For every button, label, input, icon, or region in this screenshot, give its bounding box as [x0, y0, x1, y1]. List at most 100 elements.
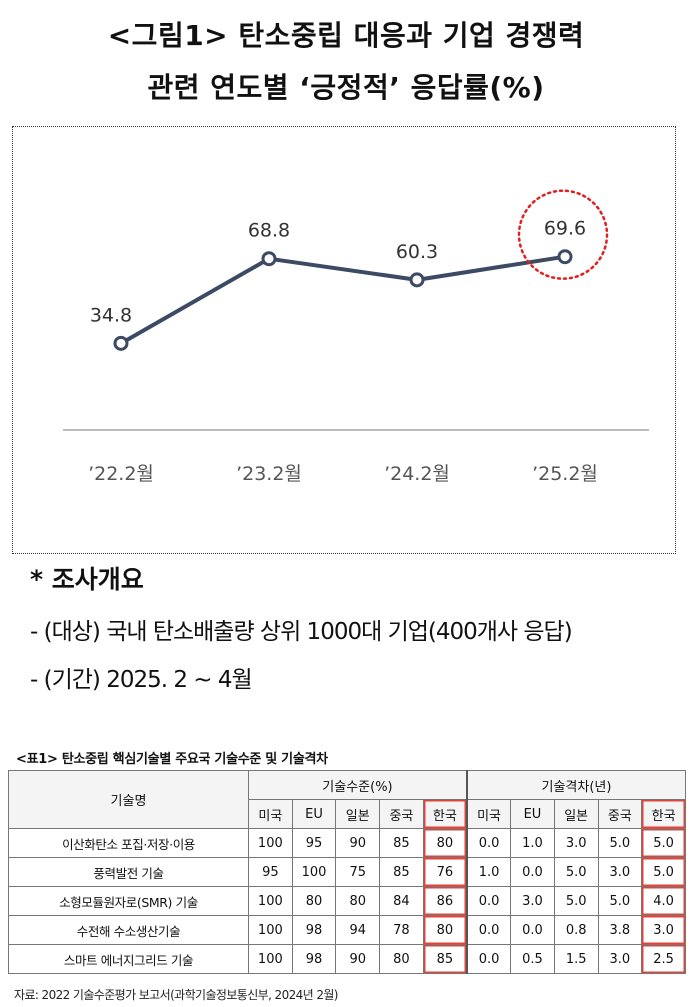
chart-x-tick-label: ’25.2월: [532, 463, 598, 485]
table-row: 스마트 에너지그리드 기술 100 98 90 80 85 0.0 0.5 1.…: [8, 944, 686, 974]
table-cell-gap: 0.0: [465, 915, 512, 945]
source-note: 자료: 2022 기술수준평가 보고서(과학기술정보통신부, 2024년 2월): [14, 988, 338, 1002]
table-cell-level: 78: [379, 915, 424, 945]
column-header-gap-cn: 중국: [597, 799, 643, 829]
table-cell-level: 100: [248, 886, 293, 916]
table-cell-level: 100: [248, 828, 293, 858]
table-cell-level: 85: [379, 857, 424, 887]
column-header-gap-kr: 한국: [641, 799, 686, 829]
figure-title-line1: <그림1> 탄소중립 대응과 기업 경쟁력: [107, 19, 585, 52]
table-cell-gap: 1.0: [465, 857, 512, 887]
chart-data-label: 68.8: [248, 220, 290, 242]
column-group-tech-level: 기술수준(%): [247, 770, 468, 800]
column-header-level-cn: 중국: [379, 799, 424, 829]
chart-data-label: 34.8: [90, 304, 132, 326]
table-cell-gap-kr: 3.0: [641, 915, 686, 945]
table-cell-level: 100: [248, 944, 293, 974]
table-cell-level: 75: [335, 857, 381, 887]
chart-data-label: 60.3: [396, 241, 438, 263]
table-cell-level-kr: 80: [422, 828, 468, 858]
table-cell-gap: 3.0: [510, 886, 555, 916]
table-cell-gap: 0.5: [510, 944, 555, 974]
table-cell-gap: 0.0: [465, 886, 512, 916]
table-cell-level: 80: [379, 944, 424, 974]
column-header-gap-us: 미국: [465, 799, 512, 829]
table-cell-gap: 3.8: [597, 915, 643, 945]
line-chart-svg: 34.8 ’22.2월 68.8 ’23.2월 60.3 ’24.2월 69.6 ’25.2월: [63, 189, 649, 485]
table-cell-level-kr: 86: [422, 886, 468, 916]
table-cell-level: 80: [335, 886, 381, 916]
column-group-tech-gap: 기술격차(년): [465, 770, 686, 800]
table-cell-level: 95: [248, 857, 293, 887]
table-cell-gap: 3.0: [553, 828, 599, 858]
column-header-gap-jp: 일본: [553, 799, 599, 829]
table-cell-gap: 5.0: [553, 886, 599, 916]
table-cell-level: 80: [291, 886, 337, 916]
table-cell-level: 85: [379, 828, 424, 858]
column-header-level-eu: EU: [291, 799, 337, 829]
survey-heading: * 조사개요: [30, 565, 144, 594]
table-cell-tech-name: 이산화탄소 포집·저장·이용: [8, 828, 249, 858]
table-cell-gap: 3.0: [597, 944, 643, 974]
table-cell-gap: 0.0: [510, 915, 555, 945]
table-cell-level-kr: 85: [422, 944, 468, 974]
table-cell-tech-name: 수전해 수소생산기술: [8, 915, 249, 945]
table-cell-level: 90: [335, 944, 381, 974]
table-cell-level: 95: [291, 828, 337, 858]
tech-table: 기술명 기술수준(%) 기술격차(년) 미국 EU 일본 중국 한국 미국 EU…: [8, 770, 686, 974]
survey-period: - (기간) 2025. 2 ~ 4월: [30, 667, 253, 693]
table-cell-gap-kr: 4.0: [641, 886, 686, 916]
table-cell-gap-kr: 5.0: [641, 828, 686, 858]
table-cell-level-kr: 80: [422, 915, 468, 945]
column-header-level-us: 미국: [248, 799, 293, 829]
table-cell-gap: 0.0: [510, 857, 555, 887]
table-cell-gap: 5.0: [597, 886, 643, 916]
table-cell-gap: 5.0: [553, 857, 599, 887]
table-header-row-1: 기술명 기술수준(%) 기술격차(년): [8, 770, 686, 829]
chart-point: [409, 272, 425, 288]
chart-point: [261, 251, 277, 267]
table-row: 이산화탄소 포집·저장·이용 100 95 90 85 80 0.0 1.0 3…: [8, 828, 686, 858]
line-chart: 34.8 ’22.2월 68.8 ’23.2월 60.3 ’24.2월 69.6 ’25.2월: [12, 126, 676, 554]
table-cell-gap: 5.0: [597, 828, 643, 858]
table-cell-level: 98: [291, 915, 337, 945]
table-cell-gap: 1.5: [553, 944, 599, 974]
table-cell-gap: 0.8: [553, 915, 599, 945]
table-cell-tech-name: 소형모듈원자로(SMR) 기술: [8, 886, 249, 916]
chart-x-tick-label: ’22.2월: [88, 463, 154, 485]
chart-point: [113, 335, 129, 351]
table-caption: <표1> 탄소중립 핵심기술별 주요국 기술수준 및 기술격차: [16, 752, 328, 767]
chart-series-line: [120, 254, 566, 346]
table-cell-level: 90: [335, 828, 381, 858]
column-header-tech-name: 기술명: [8, 770, 249, 829]
table-cell-gap-kr: 5.0: [641, 857, 686, 887]
chart-x-tick-label: ’24.2월: [384, 463, 450, 485]
column-header-level-kr: 한국: [422, 799, 468, 829]
column-header-gap-eu: EU: [510, 799, 555, 829]
chart-data-label: 69.6: [544, 218, 586, 240]
table-cell-level: 98: [291, 944, 337, 974]
chart-x-tick-label: ’23.2월: [236, 463, 302, 485]
table-header-row-2: 미국 EU 일본 중국 한국 미국 EU 일본 중국 한국: [9, 799, 686, 829]
table-cell-gap: 0.0: [465, 828, 512, 858]
table-cell-tech-name: 풍력발전 기술: [8, 857, 249, 887]
survey-target: - (대상) 국내 탄소배출량 상위 1000대 기업(400개사 응답): [30, 619, 573, 645]
table-cell-gap: 3.0: [597, 857, 643, 887]
table-cell-level: 100: [248, 915, 293, 945]
table-row: 소형모듈원자로(SMR) 기술 100 80 80 84 86 0.0 3.0 …: [8, 886, 686, 916]
chart-point: [557, 249, 573, 265]
column-header-level-jp: 일본: [335, 799, 381, 829]
table-cell-level: 100: [291, 857, 337, 887]
table-row: 수전해 수소생산기술 100 98 94 78 80 0.0 0.0 0.8 3…: [8, 915, 686, 945]
table-cell-tech-name: 스마트 에너지그리드 기술: [8, 944, 249, 974]
table-cell-gap: 1.0: [510, 828, 555, 858]
table-cell-level-kr: 76: [422, 857, 468, 887]
figure-title-line2: 관련 연도별 ‘긍정적’ 응답률(%): [147, 71, 545, 104]
table-row: 풍력발전 기술 95 100 75 85 76 1.0 0.0 5.0 3.0 …: [8, 857, 686, 887]
table-cell-gap: 0.0: [465, 944, 512, 974]
table-cell-level: 84: [379, 886, 424, 916]
chart-highlight-circle: [517, 189, 609, 280]
table-cell-level: 94: [335, 915, 381, 945]
table-cell-gap-kr: 2.5: [641, 944, 686, 974]
tech-table-wrap: 기술명 기술수준(%) 기술격차(년) 미국 EU 일본 중국 한국 미국 EU…: [8, 770, 686, 974]
